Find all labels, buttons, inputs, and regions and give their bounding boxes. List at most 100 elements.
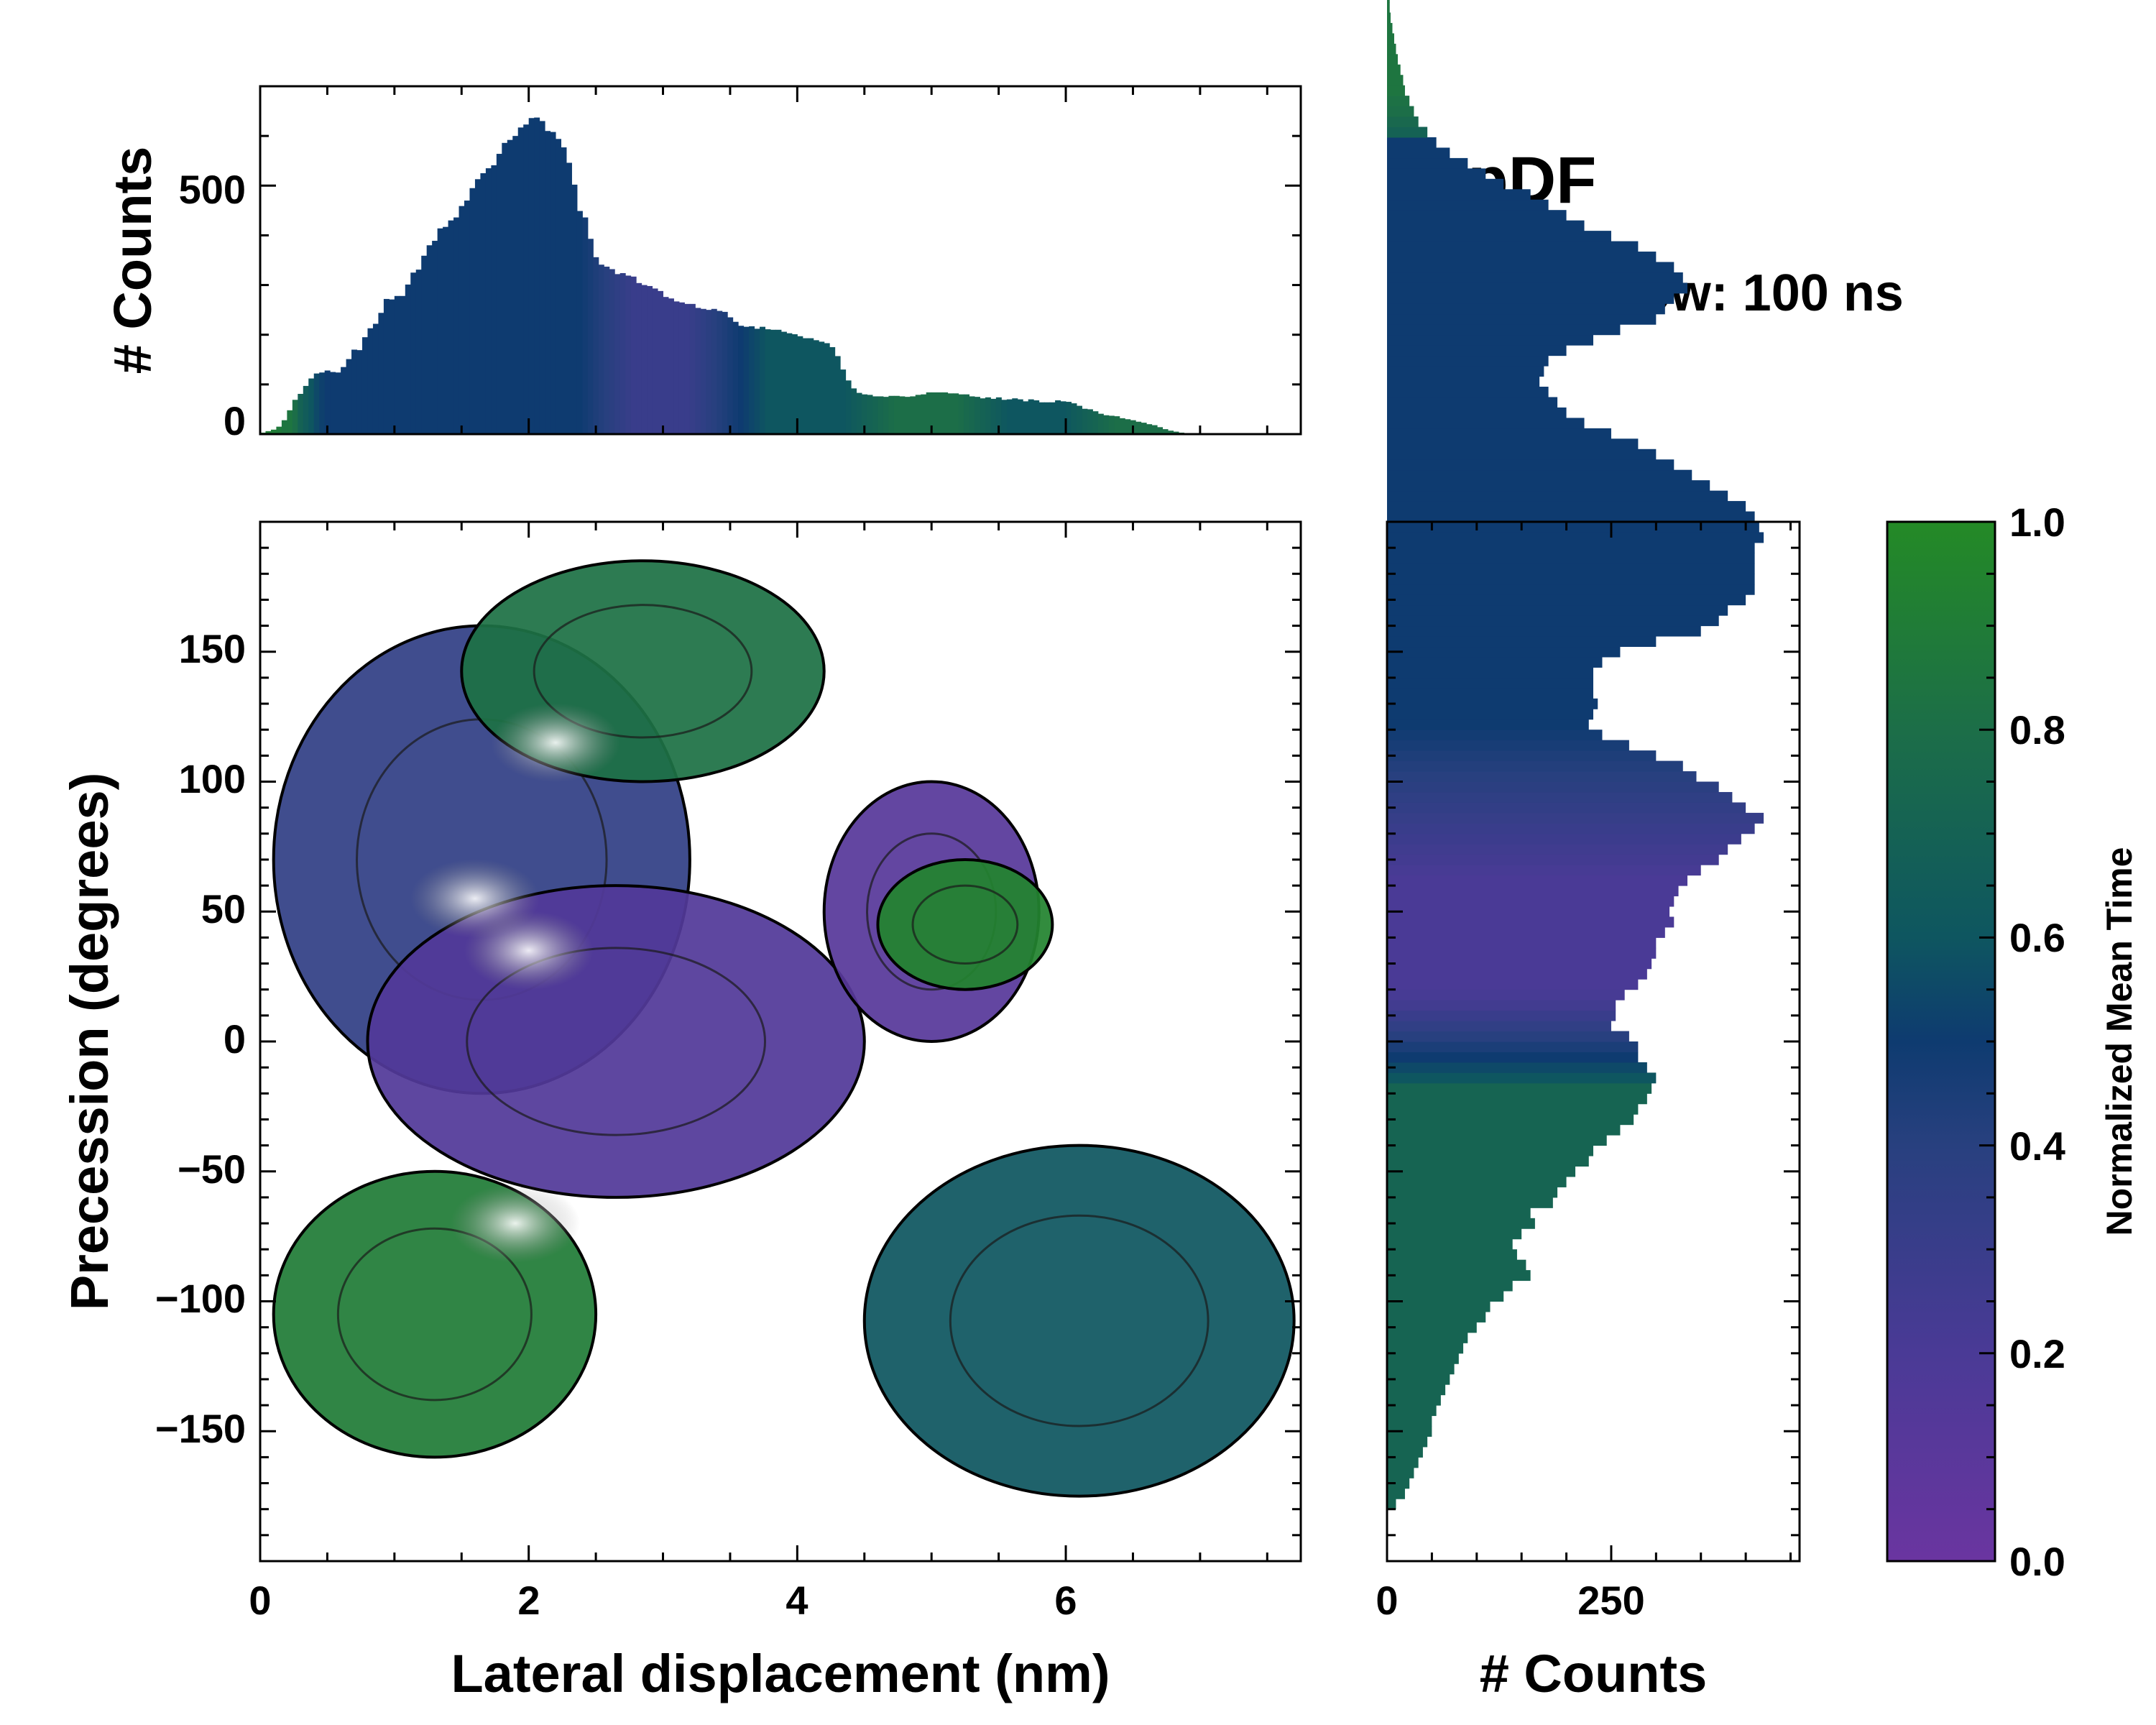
- right-hist-bar: [1387, 116, 1419, 128]
- top-hist-bar: [1119, 418, 1125, 434]
- xtick-0: 0: [249, 1578, 271, 1623]
- right-hist-bar: [1387, 1322, 1477, 1333]
- top-hist-bar: [931, 392, 938, 434]
- top-hist-bar: [834, 356, 841, 434]
- top-hist-bar: [910, 396, 916, 434]
- right-hist-bar: [1387, 1021, 1611, 1032]
- right-hist-bar: [1387, 272, 1683, 283]
- top-hist-bar: [443, 226, 449, 434]
- top-hist-bar: [926, 392, 932, 434]
- top-hist-bar: [528, 118, 535, 434]
- cbar-tick-0.2: 0.2: [2009, 1331, 2065, 1376]
- top-histogram: 0 500 # Counts: [103, 85, 1302, 443]
- top-hist-bar: [1141, 423, 1147, 434]
- top-hist-bar: [517, 127, 524, 435]
- top-hist-bar: [1066, 402, 1072, 434]
- right-hist-bar: [1387, 480, 1710, 492]
- right-hist-bar: [1387, 584, 1755, 595]
- top-hist-bar: [356, 350, 363, 434]
- top-hist-bar: [324, 370, 331, 434]
- right-hist-bar: [1387, 1041, 1639, 1052]
- top-hist-bar: [1038, 402, 1045, 434]
- main-heatmap-ticks: [259, 522, 1301, 1561]
- top-hist-bar: [636, 282, 642, 434]
- top-hist-bar: [1092, 411, 1099, 434]
- right-hist-bar: [1387, 75, 1404, 86]
- right-hist-bar: [1387, 387, 1549, 397]
- top-hist-bar: [432, 241, 438, 434]
- contour-line-5: [336, 1227, 533, 1402]
- right-hist-bar: [1387, 625, 1701, 637]
- top-histogram-frame: [259, 85, 1302, 436]
- contour-line-6: [949, 1214, 1210, 1427]
- right-hist-bar: [1387, 1457, 1419, 1468]
- top-hist-bar: [813, 340, 819, 434]
- top-hist-bar: [372, 323, 379, 434]
- right-hist-bar: [1387, 407, 1567, 418]
- right-hist-bar: [1387, 1114, 1634, 1126]
- top-hist-bar: [700, 308, 706, 434]
- ytick-50: 50: [201, 886, 246, 932]
- top-hist-bar: [421, 255, 428, 434]
- right-hist-bar: [1387, 1010, 1616, 1021]
- top-hist-bar: [534, 117, 540, 434]
- right-hist-bar: [1387, 1426, 1432, 1437]
- top-hist-bar: [1033, 400, 1040, 434]
- top-hist-bar: [791, 334, 798, 434]
- right-hist-bar: [1387, 760, 1683, 772]
- top-hist-bar: [576, 211, 583, 434]
- cbar-tick-0.8: 0.8: [2009, 707, 2065, 753]
- top-hist-bar: [1076, 405, 1082, 434]
- right-hist-bar: [1387, 459, 1674, 471]
- right-hist-bar: [1387, 1488, 1405, 1499]
- right-hist-bar: [1387, 989, 1625, 1000]
- right-hist-bar: [1387, 147, 1450, 159]
- main-heatmap: 0 2 4 6 150 100 50 0 −50 −100 −150 Later…: [60, 520, 1302, 1703]
- top-hist-bar: [985, 397, 991, 434]
- top-hist-bar: [1055, 400, 1061, 434]
- right-hist-bar: [1387, 469, 1692, 481]
- right-hist-bar: [1387, 231, 1611, 242]
- right-hist-bar: [1387, 1353, 1459, 1364]
- top-hist-bar: [883, 397, 889, 434]
- top-hist-bar: [383, 298, 390, 434]
- top-hist-bar: [953, 393, 959, 434]
- top-hist-bar: [824, 343, 830, 434]
- right-hist-bar: [1387, 501, 1746, 512]
- top-hist-bar: [819, 341, 825, 434]
- top-hist-bar: [969, 396, 975, 434]
- top-hist-bar: [1146, 424, 1153, 434]
- right-hist-bar: [1387, 1415, 1432, 1427]
- right-hist-bar: [1387, 1301, 1491, 1312]
- right-hist-bar: [1387, 979, 1639, 990]
- top-hist-bar: [727, 317, 734, 434]
- top-hist-bar: [722, 311, 728, 434]
- right-hist-bar: [1387, 303, 1665, 315]
- right-hist-bar: [1387, 438, 1639, 450]
- top-hist-bar: [346, 359, 352, 434]
- top-hist-bar: [995, 397, 1002, 434]
- top-hist-bar: [695, 308, 701, 434]
- right-hist-bar: [1387, 106, 1414, 117]
- right-hist-bar: [1387, 781, 1719, 793]
- colorbar-label: Normalized Mean Time: [2099, 847, 2139, 1236]
- right-hist-bar: [1387, 532, 1764, 543]
- top-hist-bar: [647, 285, 653, 434]
- right-hist-bar: [1387, 1062, 1647, 1073]
- right-hist-bar: [1387, 667, 1593, 678]
- top-hist-bar: [1082, 408, 1088, 434]
- top-hist-bar: [426, 245, 433, 434]
- top-hist-bar: [410, 272, 417, 434]
- top-hist-bar: [1044, 402, 1051, 434]
- right-hist-bar: [1387, 636, 1657, 648]
- top-hist-bar: [1103, 415, 1110, 434]
- contour-line-1: [466, 947, 767, 1136]
- top-hist-bar: [915, 395, 921, 434]
- top-hist-bar: [330, 372, 336, 434]
- heatmap-region-6: [862, 1144, 1296, 1498]
- top-hist-bar: [1097, 413, 1104, 434]
- density-peak-2: [464, 911, 594, 990]
- right-hist-bar: [1387, 2, 1390, 13]
- top-hist-bar: [276, 426, 282, 434]
